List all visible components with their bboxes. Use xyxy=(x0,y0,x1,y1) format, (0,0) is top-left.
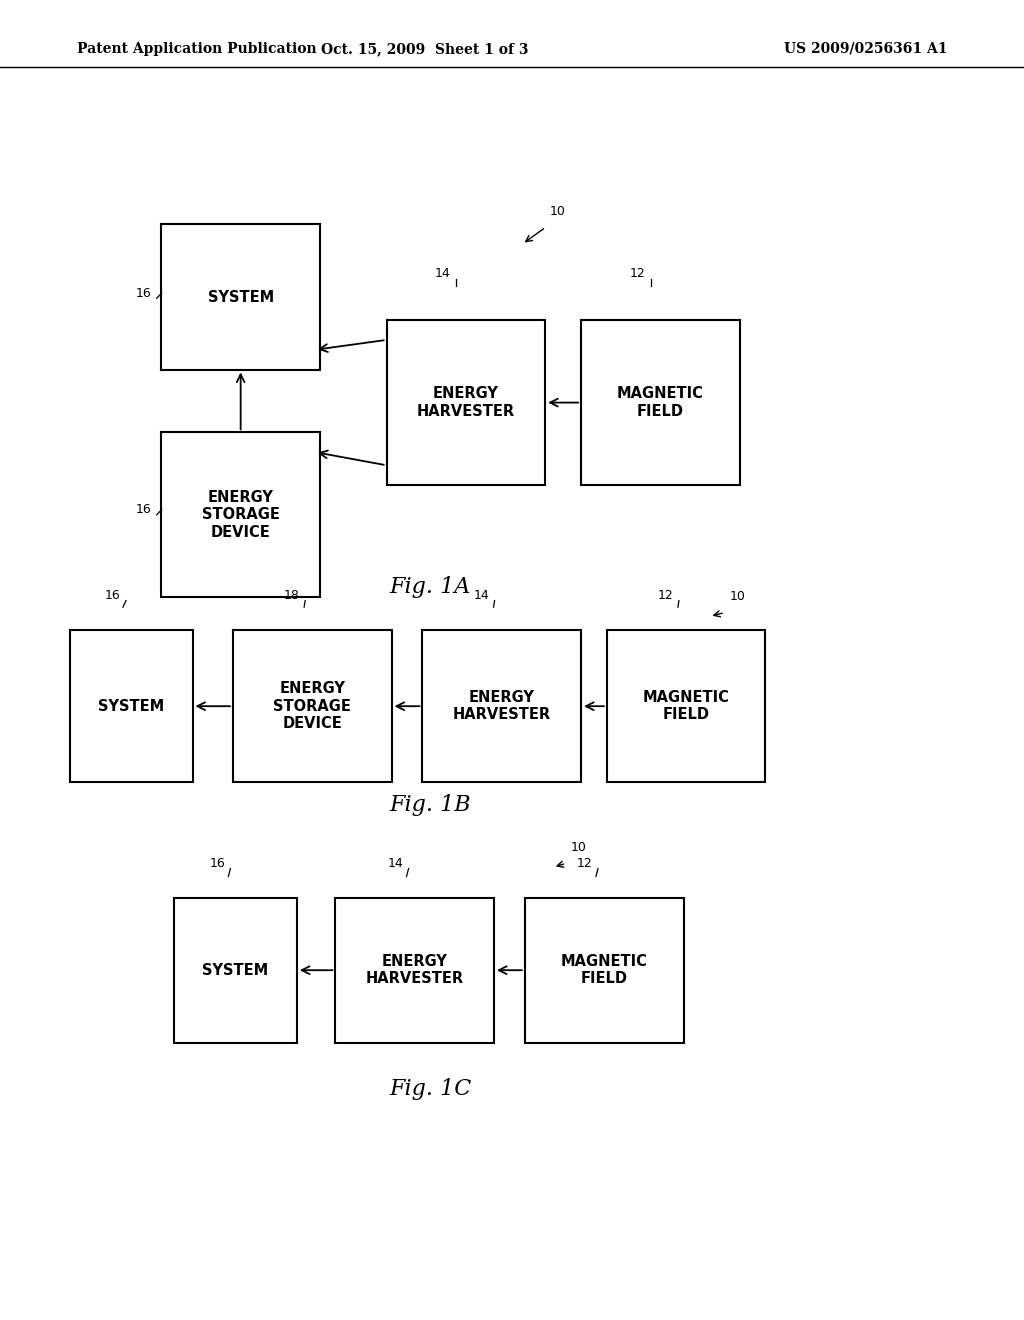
Bar xyxy=(582,321,739,486)
Bar xyxy=(524,898,684,1043)
Text: ENERGY
HARVESTER: ENERGY HARVESTER xyxy=(417,387,515,418)
Text: 12: 12 xyxy=(657,589,674,602)
Text: Patent Application Publication: Patent Application Publication xyxy=(77,42,316,55)
Text: Fig. 1A: Fig. 1A xyxy=(389,577,471,598)
Bar xyxy=(174,898,297,1043)
Text: ENERGY
STORAGE
DEVICE: ENERGY STORAGE DEVICE xyxy=(202,490,280,540)
Text: 16: 16 xyxy=(209,857,225,870)
Text: Fig. 1B: Fig. 1B xyxy=(389,795,471,816)
Bar xyxy=(232,630,391,781)
Bar xyxy=(387,321,545,486)
Text: ENERGY
STORAGE
DEVICE: ENERGY STORAGE DEVICE xyxy=(273,681,351,731)
Bar xyxy=(161,433,319,597)
Text: 10: 10 xyxy=(570,841,587,854)
Text: 14: 14 xyxy=(473,589,489,602)
Text: 12: 12 xyxy=(577,857,593,870)
Text: 10: 10 xyxy=(550,205,566,218)
Text: MAGNETIC
FIELD: MAGNETIC FIELD xyxy=(643,690,729,722)
Text: ENERGY
HARVESTER: ENERGY HARVESTER xyxy=(366,954,464,986)
Bar xyxy=(336,898,495,1043)
Text: 16: 16 xyxy=(135,503,152,516)
Text: 16: 16 xyxy=(104,589,121,602)
Text: 14: 14 xyxy=(387,857,403,870)
Bar xyxy=(70,630,193,781)
Text: 12: 12 xyxy=(630,267,646,280)
Text: Oct. 15, 2009  Sheet 1 of 3: Oct. 15, 2009 Sheet 1 of 3 xyxy=(322,42,528,55)
Bar xyxy=(606,630,766,781)
Text: 16: 16 xyxy=(135,286,152,300)
Text: 14: 14 xyxy=(434,267,451,280)
Text: 18: 18 xyxy=(284,589,300,602)
Text: SYSTEM: SYSTEM xyxy=(208,289,273,305)
Text: 10: 10 xyxy=(729,590,745,603)
Text: SYSTEM: SYSTEM xyxy=(98,698,164,714)
Text: US 2009/0256361 A1: US 2009/0256361 A1 xyxy=(783,42,947,55)
Bar xyxy=(422,630,582,781)
Text: ENERGY
HARVESTER: ENERGY HARVESTER xyxy=(453,690,551,722)
Text: Fig. 1C: Fig. 1C xyxy=(389,1078,471,1100)
Text: MAGNETIC
FIELD: MAGNETIC FIELD xyxy=(617,387,703,418)
Text: SYSTEM: SYSTEM xyxy=(203,962,268,978)
Text: MAGNETIC
FIELD: MAGNETIC FIELD xyxy=(561,954,647,986)
Bar xyxy=(161,224,319,370)
